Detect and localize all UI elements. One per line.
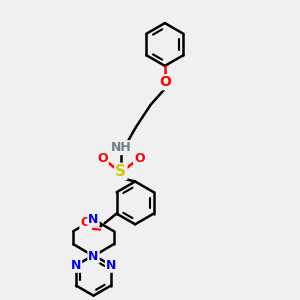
Text: N: N: [71, 259, 81, 272]
Text: O: O: [80, 216, 91, 229]
Text: N: N: [88, 250, 99, 262]
Text: NH: NH: [110, 141, 131, 154]
Text: N: N: [106, 259, 116, 272]
Text: N: N: [88, 213, 99, 226]
Text: O: O: [134, 152, 145, 164]
Text: S: S: [116, 164, 126, 179]
Text: O: O: [97, 152, 108, 164]
Text: O: O: [159, 75, 171, 89]
